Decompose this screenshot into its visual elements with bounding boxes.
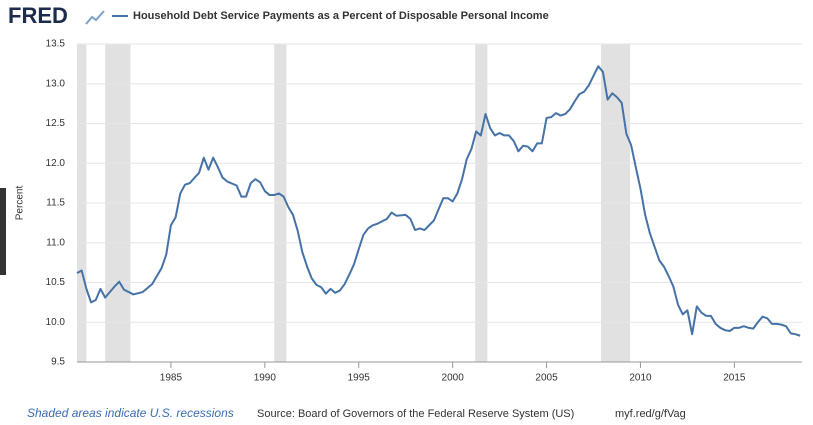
y-tick-label: 11.5	[46, 198, 65, 209]
legend-label: Household Debt Service Payments as a Per…	[133, 10, 549, 22]
y-tick-label: 10.0	[46, 317, 66, 328]
source: Source: Board of Governors of the Federa…	[257, 408, 574, 420]
y-tick-label: 12.5	[46, 118, 66, 129]
y-tick-label: 12.0	[46, 158, 66, 169]
y-tick-label: 11.0	[46, 237, 65, 248]
x-tick-label: 2015	[723, 373, 746, 384]
short-link[interactable]: myf.red/g/fVag	[615, 408, 686, 420]
x-tick-label: 1990	[254, 373, 277, 384]
x-tick-label: 1995	[348, 373, 371, 384]
x-tick-label: 2010	[629, 373, 652, 384]
recession-note[interactable]: Shaded areas indicate U.S. recessions	[27, 406, 234, 420]
y-axis-label: Percent	[15, 186, 26, 221]
logo: FRED	[8, 3, 68, 28]
x-tick-label: 1985	[160, 373, 183, 384]
logo-icon	[85, 10, 105, 25]
y-tick-label: 13.0	[46, 78, 66, 89]
y-tick-label: 9.5	[51, 357, 65, 368]
side-tab[interactable]	[0, 188, 6, 275]
y-tick-label: 10.5	[46, 277, 66, 288]
series-line	[76, 65, 801, 337]
x-tick-label: 2000	[442, 373, 465, 384]
x-tick-label: 2005	[535, 373, 558, 384]
y-tick-label: 13.5	[46, 39, 66, 50]
